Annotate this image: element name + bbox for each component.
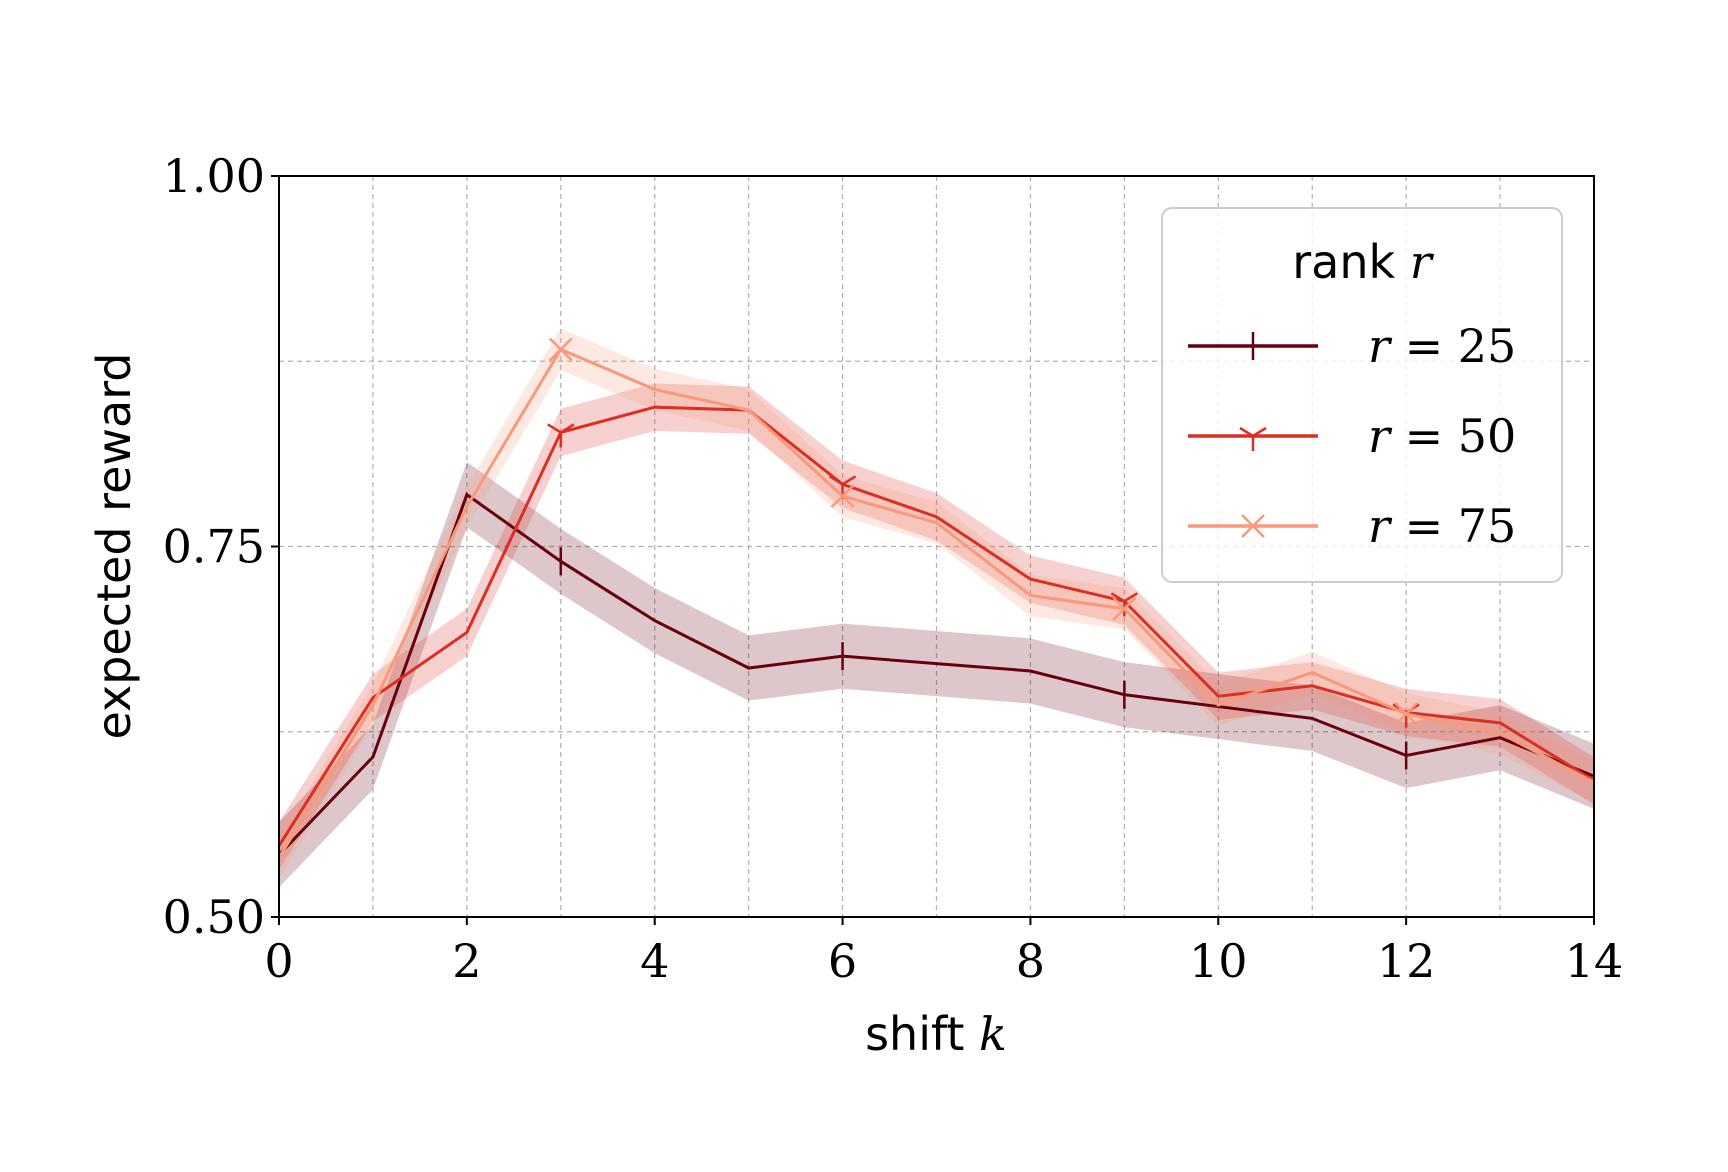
marker <box>830 484 855 508</box>
marker <box>547 423 575 448</box>
x-axis-label: shift k <box>865 1007 1007 1061</box>
legend-marker <box>1239 426 1267 451</box>
marker <box>1112 596 1137 621</box>
x-tick-label: 0 <box>264 934 293 988</box>
legend-title: rank r <box>1292 235 1435 289</box>
legend-label: r = 25 <box>1368 319 1516 373</box>
marker <box>548 337 573 362</box>
confidence-bands <box>279 328 1594 888</box>
legend-marker <box>1241 514 1265 538</box>
y-tick-label: 0.75 <box>163 520 265 574</box>
x-tick-label: 8 <box>1016 934 1045 988</box>
x-tick-label: 14 <box>1565 934 1624 988</box>
marker <box>1394 702 1419 726</box>
band-r25 <box>279 462 1594 888</box>
x-tick-label: 10 <box>1189 934 1248 988</box>
ticks: 0 2 4 6 8 10 12 14 0.50 0.75 1.00 <box>163 149 1624 988</box>
legend-label: r = 50 <box>1368 409 1516 463</box>
legend: rank r r = 25 r = 50 r = 75 <box>1161 207 1563 583</box>
y-tick-label: 0.50 <box>163 890 265 944</box>
legend-box <box>1161 207 1563 583</box>
y-axis-label: expected reward <box>87 353 141 740</box>
y-tick-label: 1.00 <box>163 149 265 203</box>
series-lines <box>277 337 1595 859</box>
x-tick-label: 6 <box>828 934 857 988</box>
x-tick-label: 4 <box>640 934 669 988</box>
legend-label: r = 75 <box>1368 499 1516 553</box>
x-tick-label: 12 <box>1377 934 1436 988</box>
x-tick-label: 2 <box>452 934 481 988</box>
